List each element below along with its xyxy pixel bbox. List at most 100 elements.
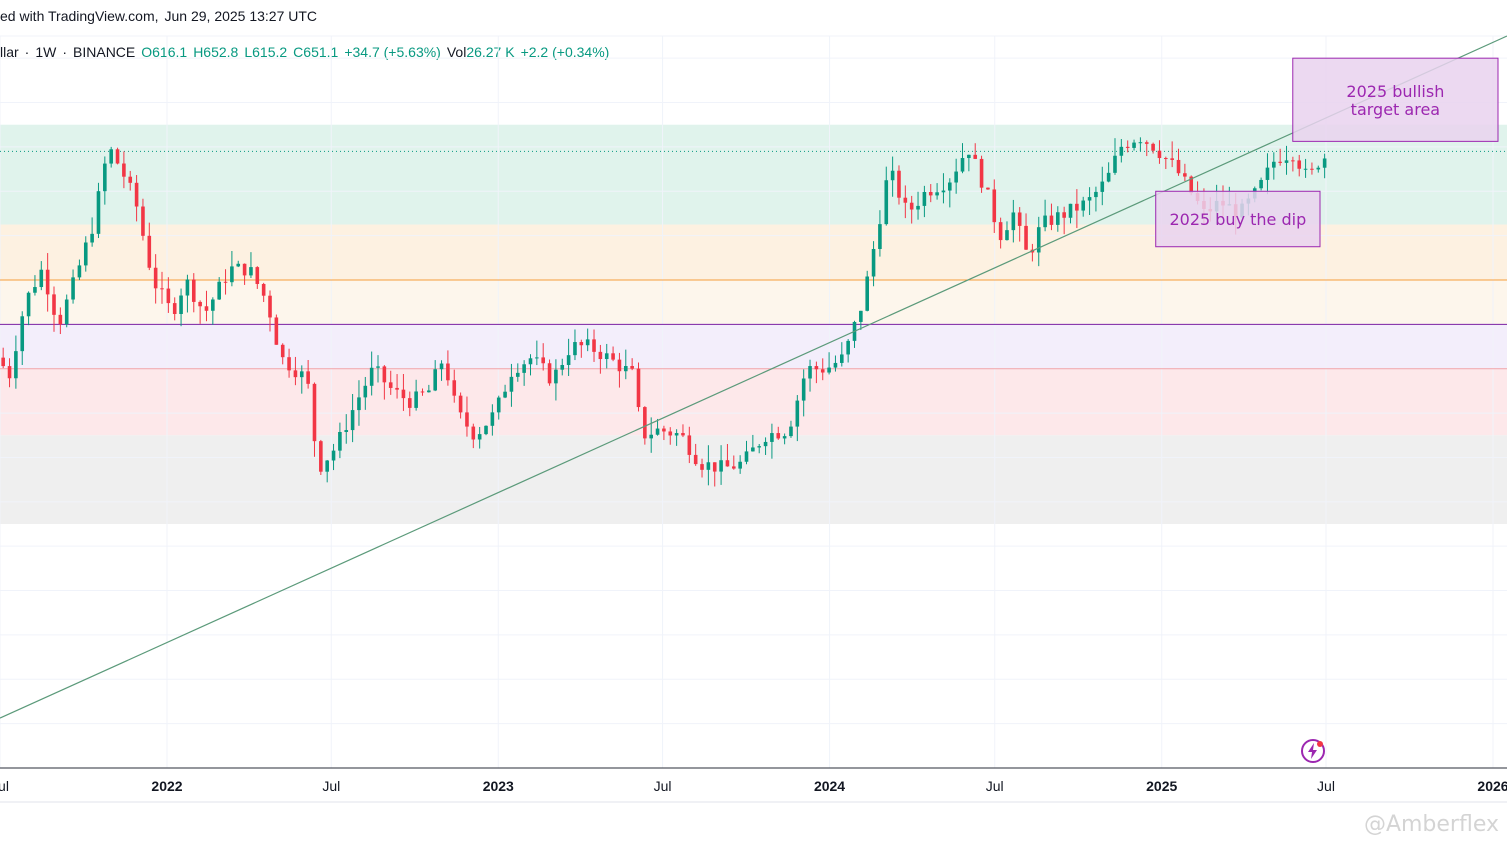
candle-body [693, 454, 698, 465]
volume-label: Vol [446, 44, 467, 60]
candle-body [1259, 179, 1263, 189]
candle-body [547, 363, 552, 384]
candle-body [884, 180, 889, 225]
candle-body [878, 224, 882, 249]
candle-body [1284, 160, 1289, 163]
annotation-text: 2025 buy the dip [1169, 210, 1306, 229]
candle-body [509, 376, 514, 392]
candle-body [1011, 212, 1016, 231]
candle-body [496, 397, 501, 413]
candle-body [1322, 158, 1327, 168]
candle-body [357, 397, 361, 411]
candle-body [465, 412, 469, 427]
price-zone [0, 280, 1507, 325]
candle-body [71, 277, 75, 300]
annotation-box[interactable] [1155, 190, 1321, 248]
candle-body [1094, 191, 1098, 198]
candle-body [490, 412, 495, 426]
candle-body [52, 294, 56, 315]
trendline-layer[interactable] [0, 35, 1507, 719]
separator: · [62, 44, 68, 60]
candle-body [662, 428, 666, 432]
candle-body [20, 316, 25, 352]
candle-body [668, 431, 673, 436]
candle-body [1170, 158, 1174, 160]
interval[interactable]: 1W [35, 44, 57, 60]
candle-body [706, 462, 711, 470]
header-timestamp: Jun 29, 2025 13:27 UTC [164, 8, 318, 24]
candle-body [1005, 230, 1009, 241]
candle-body [954, 171, 958, 183]
candle-body [948, 182, 952, 191]
candle-body [401, 389, 406, 399]
buy-the-dip-annotation[interactable]: 2025 buy the dip [1155, 190, 1321, 248]
x-tick-label: 2024 [814, 778, 845, 794]
candle-body [14, 351, 18, 379]
candle-body [770, 433, 774, 442]
candle-body [280, 344, 285, 358]
x-tick-label: 2025 [1146, 778, 1177, 794]
candle-body [90, 233, 94, 243]
candle-body [522, 364, 526, 373]
watermark: @Amberflex [1363, 812, 1499, 837]
candle-body [382, 366, 387, 383]
candle-body [986, 187, 990, 190]
candle-body [795, 400, 800, 427]
candle-body [903, 197, 908, 203]
candle-body [141, 206, 145, 236]
candle-body [109, 149, 113, 164]
candle-body [153, 267, 158, 289]
flash-icon[interactable] [1300, 738, 1326, 764]
low-value: L615.2 [244, 44, 288, 60]
candle-body [115, 149, 120, 164]
candle-body [827, 367, 831, 373]
candle-body [350, 410, 355, 431]
candle-body [541, 357, 545, 364]
candle-body [967, 154, 971, 159]
x-tick-label: 2026 [1477, 778, 1507, 794]
candle-body [1310, 168, 1314, 170]
candle-body [33, 287, 37, 293]
candle-body [471, 426, 476, 440]
candle-body [261, 283, 266, 296]
candle-body [433, 369, 437, 391]
candle-body [871, 248, 876, 277]
annotation-box[interactable] [1292, 57, 1499, 142]
candle-body [223, 281, 228, 283]
candle-body [1189, 176, 1194, 194]
candle-body [338, 431, 342, 451]
candle-body [299, 371, 304, 378]
candle-body [103, 163, 107, 192]
candle-body [217, 281, 221, 300]
candle-body [623, 366, 628, 372]
candle-body [1024, 225, 1028, 250]
change-value: +34.7 (+5.63%) [344, 44, 441, 60]
candle-body [376, 366, 380, 368]
candle-body [204, 306, 209, 311]
x-tick-label: 2023 [483, 778, 514, 794]
candle-body [166, 288, 171, 304]
candle-body [312, 383, 317, 442]
volume-value: 26.27 K [466, 44, 515, 60]
candle-body [973, 154, 978, 159]
candle-body [179, 295, 183, 315]
candle-body [236, 263, 241, 267]
chart-header: ed with TradingView.com, Jun 29, 2025 13:… [0, 8, 323, 24]
candle-body [979, 158, 984, 188]
candle-body [1316, 167, 1321, 170]
candle-body [274, 317, 279, 345]
candle-body [83, 242, 88, 266]
trendline[interactable] [0, 35, 1507, 719]
candle-body [1081, 200, 1086, 211]
candle-body [782, 436, 787, 439]
x-tick-label: Jul [322, 778, 340, 794]
x-axis: Jul 2022 Jul 2023 Jul 2024 Jul 2025 Jul 2026 [0, 767, 1507, 803]
candle-body [58, 314, 63, 325]
candle-body [230, 266, 234, 283]
symbol-name[interactable]: llar [0, 44, 19, 60]
candle-body [1087, 197, 1092, 201]
candle-body [674, 433, 679, 436]
